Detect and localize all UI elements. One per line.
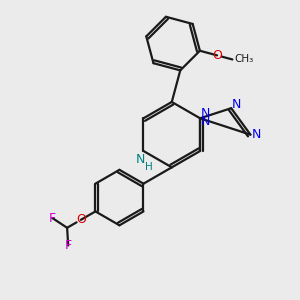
Text: O: O xyxy=(76,213,86,226)
Text: CH₃: CH₃ xyxy=(234,55,254,64)
Text: N: N xyxy=(252,128,261,141)
Text: N: N xyxy=(232,98,241,111)
Text: F: F xyxy=(49,212,56,224)
Text: N: N xyxy=(136,153,145,167)
Text: F: F xyxy=(64,239,72,252)
Text: N: N xyxy=(200,107,210,120)
Text: H: H xyxy=(145,162,152,172)
Text: N: N xyxy=(200,115,210,128)
Text: O: O xyxy=(212,49,222,62)
